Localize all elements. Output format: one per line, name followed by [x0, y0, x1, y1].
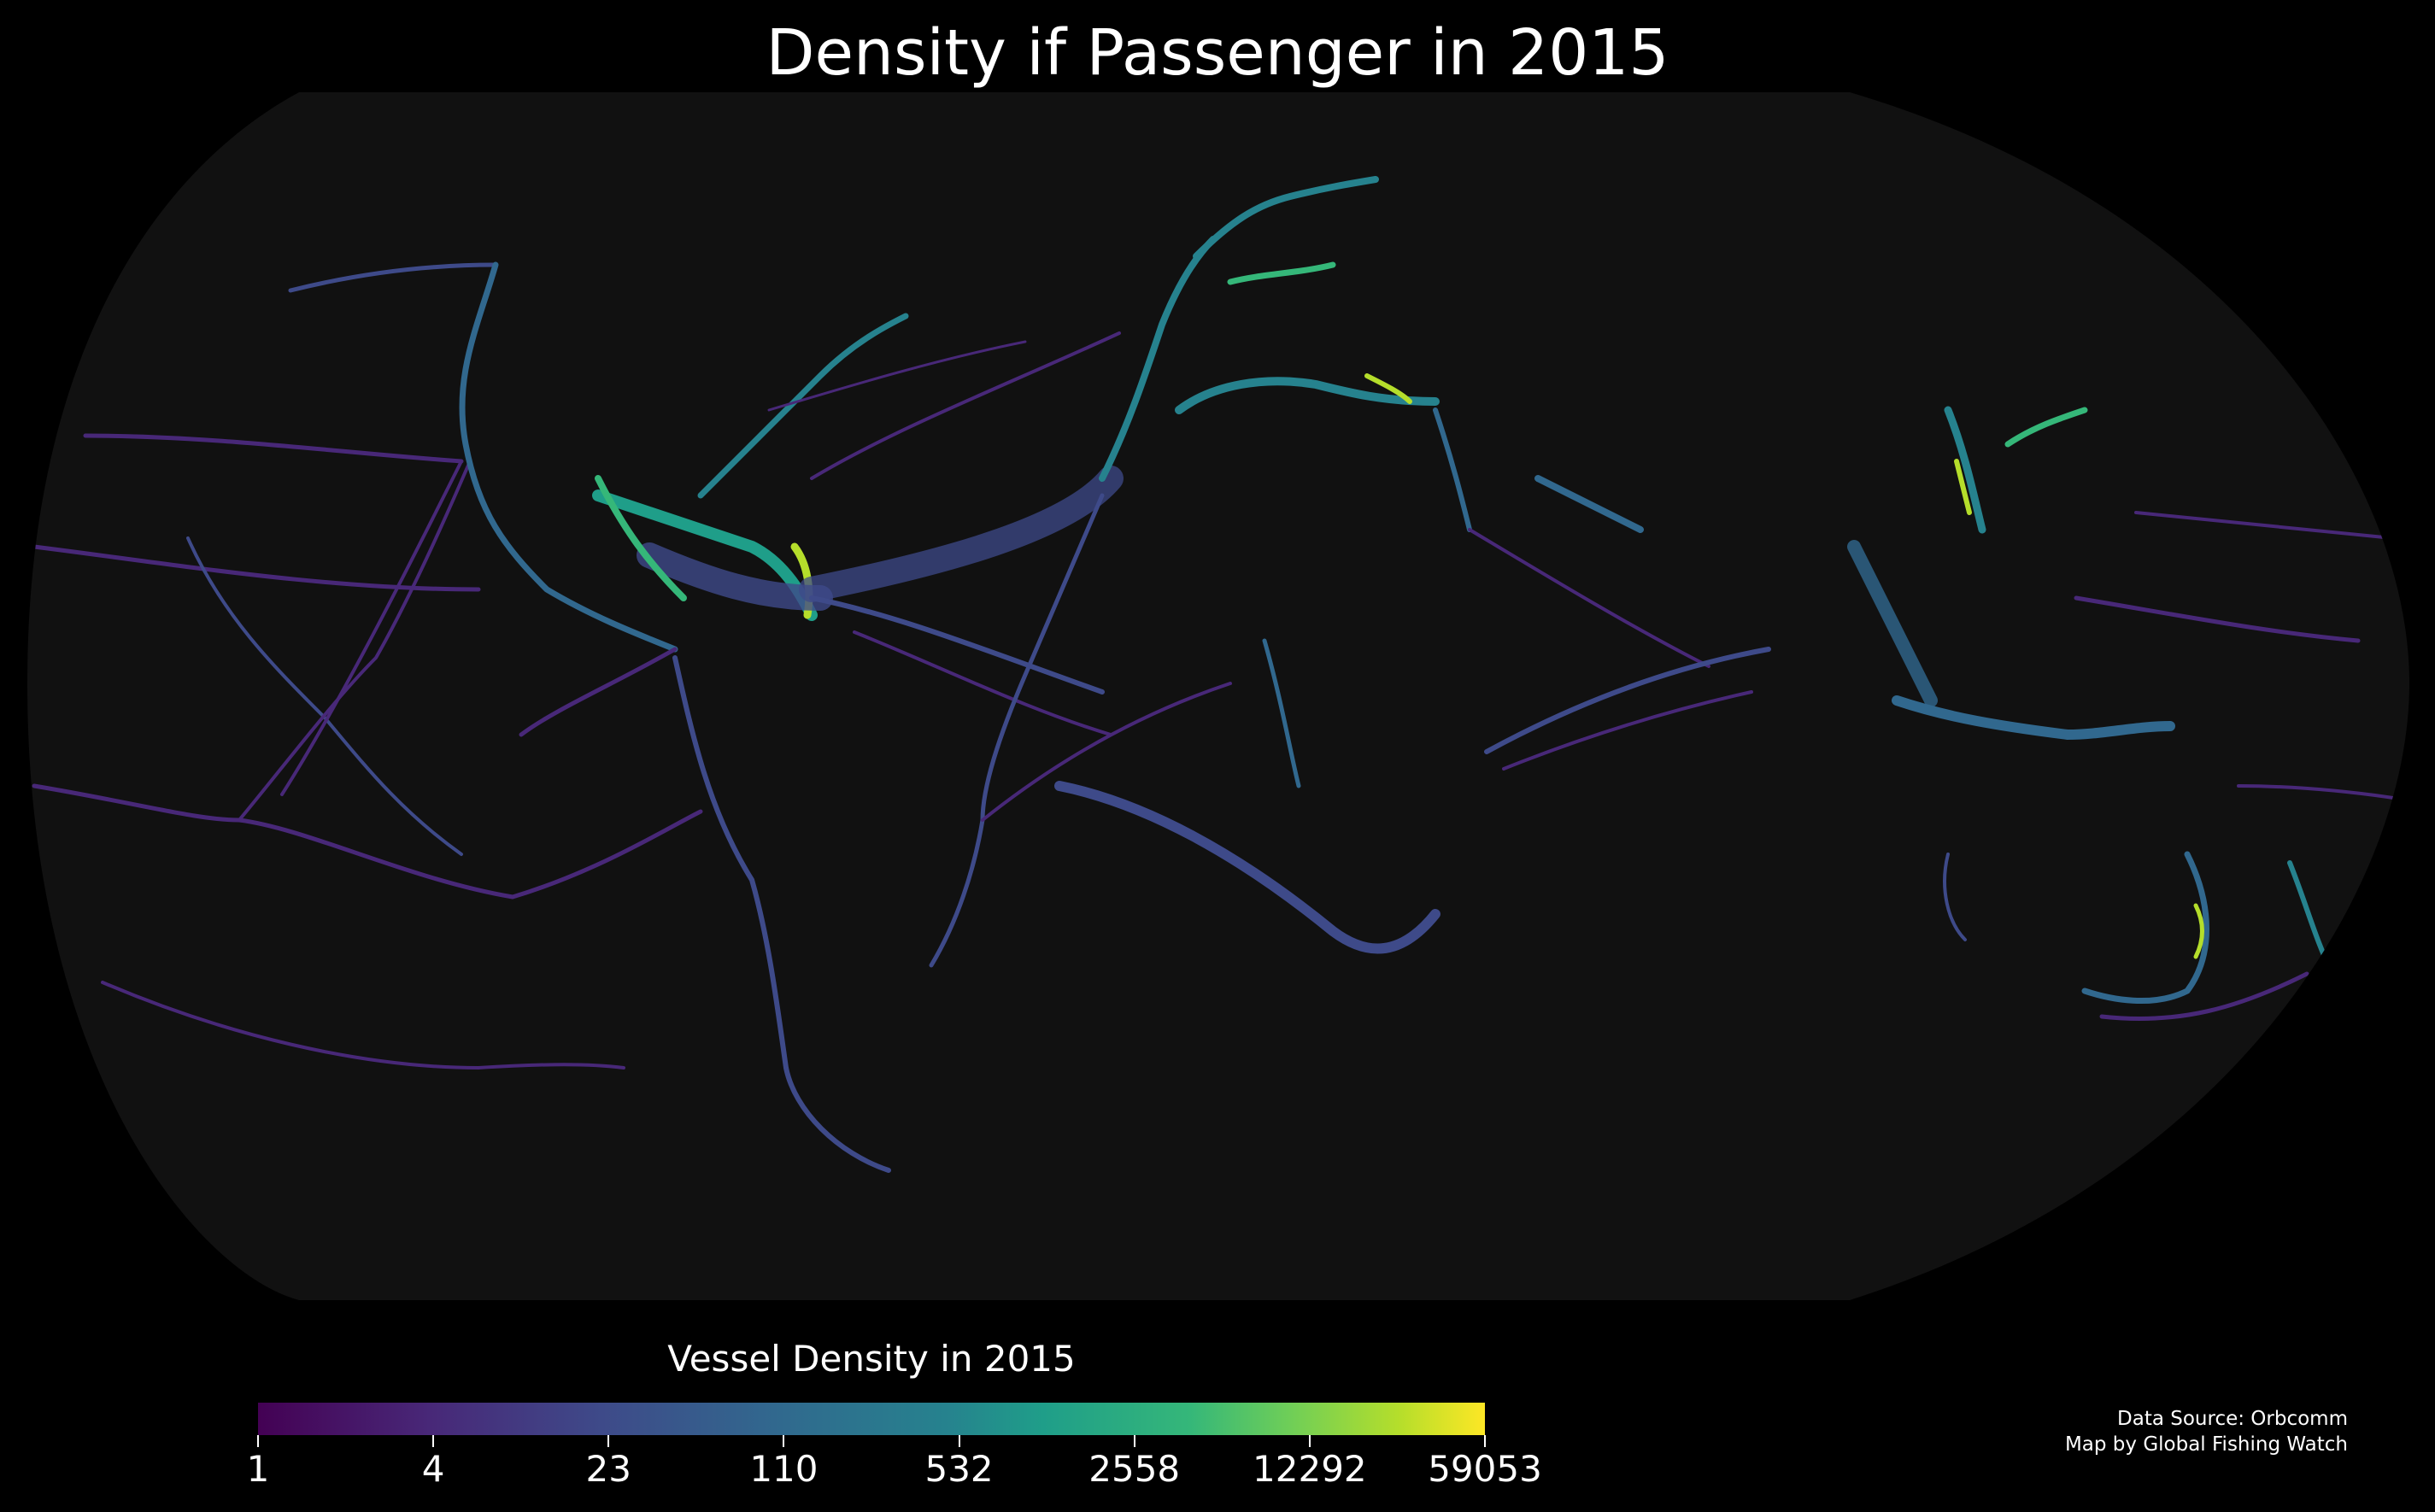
colorbar-tick-label: 59053 [1428, 1448, 1542, 1490]
route-pacific-west [83, 433, 464, 464]
route-pacific-east-b [2134, 511, 2394, 540]
route-atlantic-b [809, 595, 1105, 694]
norway-coast [1193, 176, 1379, 260]
colorbar-tick-label: 23 [585, 1448, 631, 1490]
colorbar-tick [257, 1435, 259, 1447]
map-ocean-background [27, 92, 2409, 1300]
route-panama-pacific [519, 647, 678, 737]
route-north-pacific [32, 544, 481, 592]
credits: Data Source: Orbcomm Map by Global Fishi… [2065, 1406, 2348, 1457]
route-cape [981, 682, 1232, 822]
route-hawaii-b [238, 460, 472, 822]
red-sea [1433, 407, 1472, 532]
australia-west [1943, 853, 1967, 941]
coast-africa-east [1262, 638, 1301, 788]
route-pacific-south2 [101, 981, 625, 1070]
coast-africa-west [980, 493, 1105, 823]
route-pacific-east-a [2074, 595, 2361, 643]
vessel-tracks [32, 176, 2409, 1173]
route-asia-pacific2 [1502, 690, 1753, 771]
route-atlantic-north2 [767, 340, 1027, 412]
colorbar-tick [607, 1435, 610, 1447]
colorbar-tick-label: 532 [924, 1448, 994, 1490]
route-indian-ocean [1468, 528, 1710, 668]
credit-source: Data Source: Orbcomm [2117, 1408, 2348, 1430]
route-alaska [288, 262, 498, 293]
route-atlantic-c [853, 630, 1112, 736]
colorbar-tick-label: 1 [246, 1448, 270, 1490]
baltic-hotspot [1227, 261, 1336, 285]
colorbar-tick [432, 1435, 435, 1447]
map-title: Density if Passenger in 2015 [766, 16, 1669, 90]
indonesia-cluster [1892, 695, 2175, 740]
aegean-hotspot [1364, 373, 1412, 404]
china-hotspot [1954, 459, 1972, 515]
colorbar-tick [1133, 1435, 1135, 1447]
colorbar-tick-label: 110 [749, 1448, 819, 1490]
route-africa-indian [1054, 781, 1440, 954]
japan-china-coast [1944, 406, 1986, 534]
mediterranean [1175, 377, 1440, 414]
gulf-mexico [595, 475, 687, 601]
coast-europe-west [1099, 236, 1217, 482]
colorbar-tick-label: 2558 [1088, 1448, 1181, 1490]
colorbar-tick-label: 12292 [1253, 1448, 1367, 1490]
route-hawaii-c [280, 460, 463, 796]
colorbar [258, 1403, 1485, 1435]
coast-north-america-east [697, 313, 909, 499]
korea-japan [2004, 407, 2088, 448]
credit-author: Map by Global Fishing Watch [2064, 1433, 2348, 1456]
route-asia-pacific [1484, 647, 1771, 754]
caribbean-spread [637, 542, 833, 611]
route-south-pacific [32, 783, 703, 900]
route-atlantic-north [810, 331, 1121, 480]
colorbar-tick [783, 1435, 785, 1447]
colorbar-tick [1308, 1435, 1311, 1447]
colorbar-tick [1484, 1435, 1486, 1447]
australia-east-coast [2081, 851, 2209, 1005]
australia-hotspot [2193, 903, 2204, 959]
colorbar-tick-label: 4 [421, 1448, 445, 1490]
tasman-route [2099, 971, 2309, 1022]
coast-africa-southwest [929, 818, 985, 968]
route-india [1534, 475, 1644, 533]
coast-north-america-west [459, 261, 678, 653]
colorbar-tick [958, 1435, 960, 1447]
route-transatlantic [799, 466, 1124, 602]
south-china-sea [1847, 540, 1938, 707]
colorbar-title: Vessel Density in 2015 [667, 1338, 1076, 1380]
coast-south-america-west [672, 655, 891, 1173]
